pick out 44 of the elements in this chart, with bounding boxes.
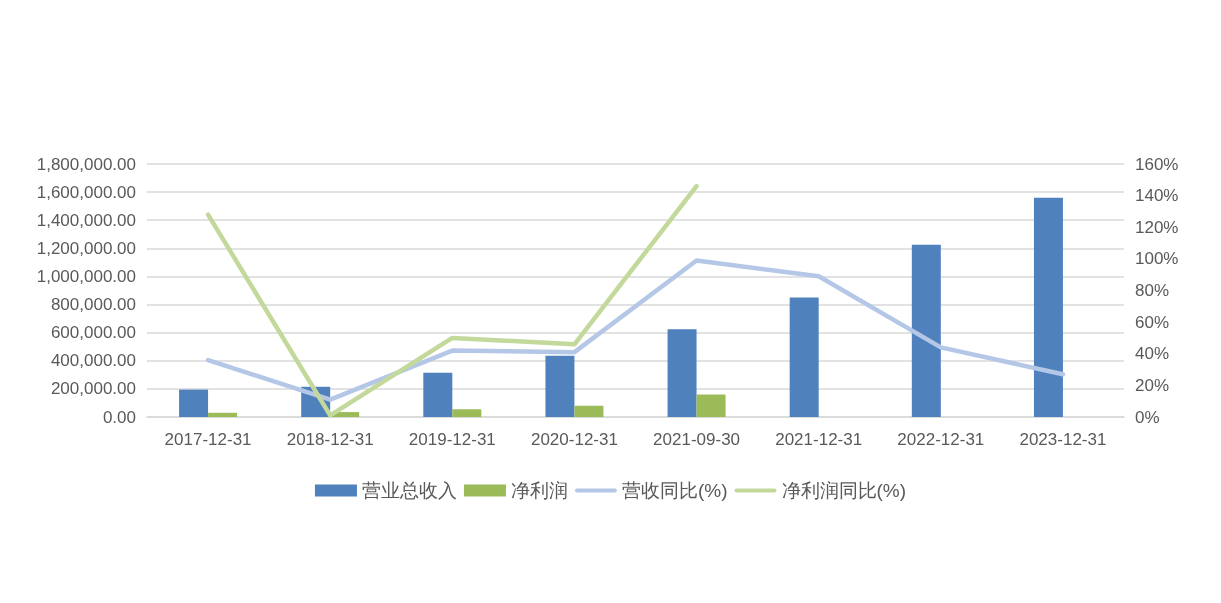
- y-tick-label: 0.00: [102, 407, 136, 427]
- y2-tick-label: 120%: [1135, 217, 1179, 237]
- y-tick-label: 200,000.00: [50, 379, 136, 399]
- y2-tick-label: 100%: [1135, 249, 1179, 269]
- y2-tick-label: 40%: [1135, 344, 1170, 364]
- bar: [208, 412, 238, 417]
- y-tick-label: 1,200,000.00: [36, 238, 136, 258]
- bar: [179, 389, 209, 417]
- y-tick-label: 1,600,000.00: [36, 182, 136, 202]
- x-tick-label: 2021-09-30: [653, 430, 741, 449]
- bar: [911, 244, 941, 417]
- y-tick-label: 1,000,000.00: [36, 266, 136, 286]
- y2-tick-label: 140%: [1135, 186, 1179, 206]
- x-tick-label: 2017-12-31: [164, 430, 252, 449]
- y-tick-label: 600,000.00: [50, 323, 136, 343]
- bar: [696, 394, 726, 417]
- y2-tick-label: 20%: [1135, 375, 1170, 395]
- bar: [789, 297, 819, 417]
- bar: [667, 329, 697, 417]
- y2-tick-label: 60%: [1135, 312, 1170, 332]
- x-tick-label: 2023-12-31: [1019, 430, 1107, 449]
- line-series: [205, 183, 699, 418]
- x-tick-label: 2019-12-31: [408, 430, 496, 449]
- y-tick-label: 400,000.00: [50, 351, 136, 371]
- legend-label: 营业总收入: [361, 480, 457, 501]
- bar: [423, 372, 453, 417]
- bar: [1033, 197, 1063, 417]
- x-tick-label: 2022-12-31: [897, 430, 985, 449]
- y2-tick-label: 80%: [1135, 281, 1170, 300]
- x-tick-label: 2018-12-31: [286, 430, 374, 449]
- y-tick-label: 1,800,000.00: [36, 154, 136, 174]
- bar: [545, 355, 575, 417]
- y-tick-label: 800,000.00: [50, 295, 136, 315]
- legend-label: 净利润: [510, 480, 568, 501]
- y2-tick-label: 0%: [1135, 407, 1160, 427]
- x-tick-label: 2020-12-31: [530, 430, 618, 449]
- legend-label: 净利润同比(%): [781, 480, 907, 501]
- y-tick-label: 1,400,000.00: [36, 210, 136, 230]
- legend-label: 营收同比(%): [621, 480, 728, 501]
- bar: [574, 405, 604, 417]
- x-tick-label: 2021-12-31: [775, 430, 863, 449]
- line-series: [205, 258, 1066, 402]
- y2-tick-label: 160%: [1135, 154, 1179, 174]
- bar: [452, 409, 482, 417]
